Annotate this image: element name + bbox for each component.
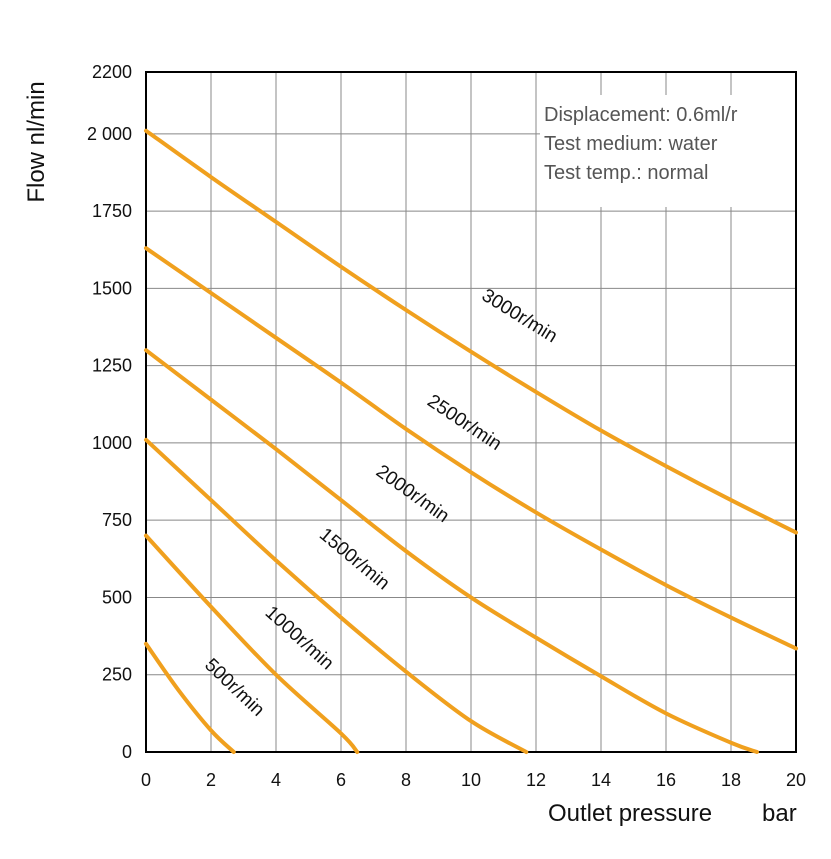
y-tick-label: 2200 xyxy=(92,62,132,82)
curve-1000r-min xyxy=(144,533,360,754)
y-tick-label: 250 xyxy=(102,665,132,685)
x-tick-label: 8 xyxy=(401,770,411,790)
curve-3000r-min xyxy=(144,128,798,535)
info-test-medium: Test medium: water xyxy=(544,133,718,155)
y-tick-label: 2 000 xyxy=(87,124,132,144)
curve-label-2500r-min: 2500r/min xyxy=(423,391,505,455)
x-tick-label: 20 xyxy=(786,770,806,790)
curve-2000r-min xyxy=(144,348,759,754)
y-tick-label: 1000 xyxy=(92,433,132,453)
curve-label-3000r-min: 3000r/min xyxy=(478,285,561,347)
curve-label-500r-min: 500r/min xyxy=(200,655,268,721)
y-tick-label: 0 xyxy=(122,742,132,762)
curve-1500r-min xyxy=(144,437,529,754)
x-tick-label: 14 xyxy=(591,770,611,790)
y-tick-label: 1250 xyxy=(92,356,132,376)
x-tick-label: 2 xyxy=(206,770,216,790)
x-axis-title: Outlet pressure xyxy=(548,800,712,827)
info-box-background xyxy=(540,95,795,207)
info-box: Displacement: 0.6ml/r Test medium: water… xyxy=(544,104,738,184)
curves xyxy=(144,128,798,754)
y-tick-label: 750 xyxy=(102,510,132,530)
curve-label-1000r-min: 1000r/min xyxy=(261,602,338,674)
curve-2500r-min xyxy=(144,246,798,651)
x-tick-label: 0 xyxy=(141,770,151,790)
y-tick-label: 1500 xyxy=(92,278,132,298)
x-axis-ticks: 0 2 4 6 8 10 12 14 16 18 20 xyxy=(141,770,806,790)
y-axis-ticks: 0 250 500 750 1000 1250 1500 1750 2 000 2200 xyxy=(87,62,132,762)
x-tick-label: 10 xyxy=(461,770,481,790)
info-test-temp: Test temp.: normal xyxy=(544,162,709,184)
y-tick-label: 500 xyxy=(102,587,132,607)
y-tick-label: 1750 xyxy=(92,201,132,221)
x-tick-label: 6 xyxy=(336,770,346,790)
x-axis-unit: bar xyxy=(762,800,797,827)
x-tick-label: 18 xyxy=(721,770,741,790)
plot-frame xyxy=(145,71,797,753)
x-tick-label: 12 xyxy=(526,770,546,790)
curve-500r-min xyxy=(144,641,236,754)
x-tick-label: 4 xyxy=(271,770,281,790)
x-tick-label: 16 xyxy=(656,770,676,790)
y-axis-title: Flow nl/min xyxy=(23,81,50,202)
info-displacement: Displacement: 0.6ml/r xyxy=(544,104,738,126)
curve-label-2000r-min: 2000r/min xyxy=(372,461,453,527)
grid-lines xyxy=(146,72,796,752)
